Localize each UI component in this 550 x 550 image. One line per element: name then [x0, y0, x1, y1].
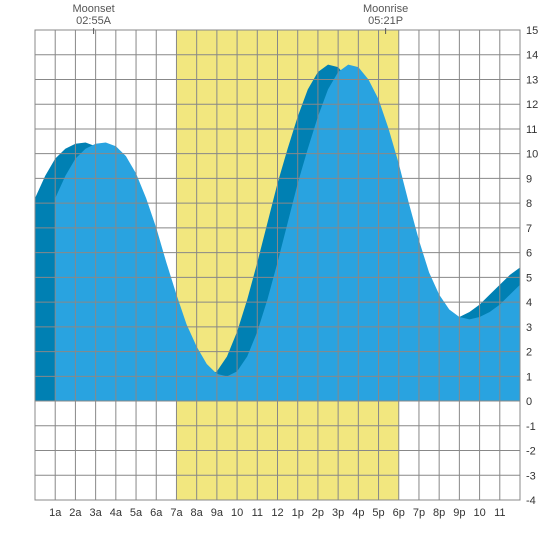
chart-svg: -4-3-2-101234567891011121314151a2a3a4a5a…: [0, 0, 550, 550]
x-tick-label: 6p: [393, 507, 405, 519]
y-tick-label: 4: [526, 297, 532, 309]
x-tick-label: 5a: [130, 507, 143, 519]
moonset-label: Moonset: [73, 3, 115, 15]
x-tick-label: 4a: [110, 507, 123, 519]
y-tick-label: -1: [526, 421, 536, 433]
y-tick-label: 5: [526, 272, 532, 284]
y-tick-label: 9: [526, 173, 532, 185]
y-tick-label: 11: [526, 124, 537, 136]
moonrise-label: Moonrise: [363, 3, 408, 15]
y-tick-label: -2: [526, 446, 536, 458]
x-tick-label: 5p: [372, 507, 384, 519]
x-tick-label: 6a: [150, 507, 163, 519]
x-tick-label: 3p: [332, 507, 344, 519]
x-tick-label: 10: [231, 507, 243, 519]
x-tick-label: 2a: [69, 507, 82, 519]
x-tick-label: 7p: [413, 507, 425, 519]
y-tick-label: 15: [526, 25, 538, 37]
x-tick-label: 11: [494, 507, 505, 519]
x-tick-label: 9a: [211, 507, 224, 519]
x-tick-label: 11: [252, 507, 263, 519]
x-tick-label: 8p: [433, 507, 445, 519]
y-tick-label: 2: [526, 347, 532, 359]
y-tick-label: -3: [526, 470, 536, 482]
y-tick-label: 7: [526, 223, 532, 235]
x-tick-label: 4p: [352, 507, 364, 519]
y-tick-label: 3: [526, 322, 532, 334]
moonset-time: 02:55A: [76, 15, 112, 27]
y-tick-label: 0: [526, 396, 532, 408]
y-tick-label: 13: [526, 74, 538, 86]
y-tick-label: -4: [526, 495, 536, 507]
y-tick-label: 1: [526, 371, 532, 383]
y-tick-label: 14: [526, 50, 538, 62]
y-tick-label: 8: [526, 198, 532, 210]
x-tick-label: 3a: [90, 507, 103, 519]
x-tick-label: 10: [473, 507, 485, 519]
x-tick-label: 9p: [453, 507, 465, 519]
x-tick-label: 1a: [49, 507, 62, 519]
y-tick-label: 6: [526, 248, 532, 260]
tide-chart: -4-3-2-101234567891011121314151a2a3a4a5a…: [0, 0, 550, 550]
y-tick-label: 12: [526, 99, 538, 111]
x-tick-label: 2p: [312, 507, 324, 519]
y-tick-label: 10: [526, 149, 538, 161]
x-tick-label: 1p: [292, 507, 304, 519]
moonrise-time: 05:21P: [368, 15, 403, 27]
x-tick-label: 8a: [191, 507, 204, 519]
x-tick-label: 12: [271, 507, 283, 519]
x-tick-label: 7a: [170, 507, 183, 519]
